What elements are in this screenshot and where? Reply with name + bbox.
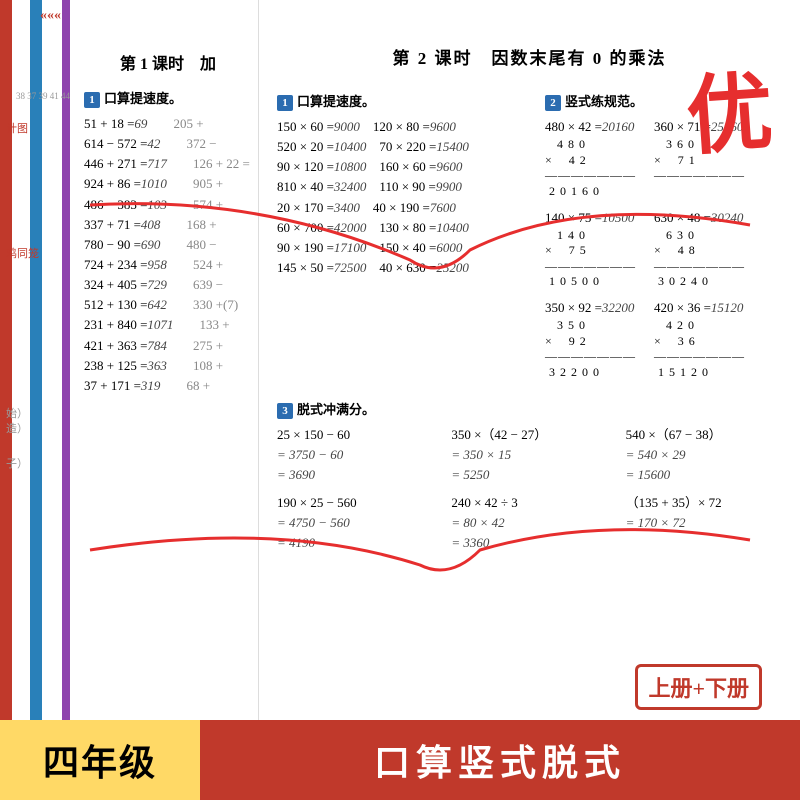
- vertical-pair: 140 × 75 =10500 1 4 0 × 7 5 ——————— 1 0 …: [545, 208, 782, 291]
- calc-row: 324 + 405 =729 639 −: [84, 275, 252, 295]
- vertical-pair: 350 × 92 =32200 3 5 0 × 9 2 ——————— 3 2 …: [545, 298, 782, 381]
- grade-stamp: 优: [682, 41, 777, 172]
- vertical-calc: 480 × 42 =20160 4 8 0 × 4 2 ——————— 2 0 …: [545, 117, 636, 200]
- vertical-calc: 420 × 36 =15120 4 2 0 × 3 6 ——————— 1 5 …: [654, 298, 745, 381]
- calc-row: 421 + 363 =784 275 +: [84, 336, 252, 356]
- badge-2: 2: [545, 95, 561, 111]
- side-text-5: 子）: [6, 455, 28, 471]
- left-page: 第 1 课时 加 1口算提速度。 51 + 18 =69 205 +614 − …: [72, 0, 258, 720]
- vertical-calc: 140 × 75 =10500 1 4 0 × 7 5 ——————— 1 0 …: [545, 208, 636, 291]
- calc-row: 231 + 840 =1071 133 +: [84, 315, 252, 335]
- calc-row: 20 × 170 =3400 40 × 190 =7600: [277, 198, 535, 218]
- volume-badge: 上册+下册: [635, 664, 762, 710]
- calc-row: 90 × 120 =10800 160 × 60 =9600: [277, 157, 535, 177]
- vertical-calc: 350 × 92 =32200 3 5 0 × 9 2 ——————— 3 2 …: [545, 298, 636, 381]
- tuoshi-col: 25 × 150 − 60= 3750 − 60= 3690: [277, 425, 433, 485]
- tuoshi-col: （135 + 35）× 72= 170 × 72: [626, 493, 782, 553]
- calc-row: 614 − 572 =42 372 −: [84, 134, 252, 154]
- calc-row: 90 × 190 =17100 150 × 40 =6000: [277, 238, 535, 258]
- side-text-2: 鸡同笼: [6, 245, 39, 261]
- bottom-bar: 四年级 口算竖式脱式: [0, 720, 800, 800]
- page1-title: 第 1 课时 加: [84, 50, 252, 74]
- side-text-1: 计图: [6, 120, 28, 136]
- side-text-3: 始）: [6, 405, 28, 421]
- calc-row: 337 + 71 =408 168 +: [84, 215, 252, 235]
- ruler-marks: 38 37 39 41 44: [16, 80, 70, 112]
- calc-row: 724 + 234 =958 524 +: [84, 255, 252, 275]
- tuoshi-col: 540 ×（67 − 38）= 540 × 29= 15600: [626, 425, 782, 485]
- calc-row: 238 + 125 =363 108 +: [84, 356, 252, 376]
- calc-row: 60 × 700 =42000 130 × 80 =10400: [277, 218, 535, 238]
- badge-3: 3: [277, 403, 293, 419]
- grade-label: 四年级: [0, 720, 200, 800]
- tuoshi-col: 350 ×（42 − 27）= 350 × 15= 5250: [451, 425, 607, 485]
- calc-row: 780 − 90 =690 480 −: [84, 235, 252, 255]
- page1-section: 1口算提速度。: [84, 88, 252, 108]
- page2-s1: 1口算提速度。: [277, 91, 535, 111]
- side-text-4: 造）: [6, 420, 28, 436]
- calc-row: 37 + 171 =319 68 +: [84, 376, 252, 396]
- page2-s3: 3脱式冲满分。: [277, 399, 782, 419]
- calc-row: 520 × 20 =10400 70 × 220 =15400: [277, 137, 535, 157]
- badge-1b: 1: [277, 95, 293, 111]
- tuoshi-col: 190 × 25 − 560= 4750 − 560= 4190: [277, 493, 433, 553]
- calc-row: 924 + 86 =1010 905 +: [84, 174, 252, 194]
- main-label: 口算竖式脱式: [200, 720, 800, 800]
- calc-row: 486 − 383 =103 574 +: [84, 195, 252, 215]
- arrow-red-1: «««: [40, 8, 61, 24]
- calc-row: 810 × 40 =32400 110 × 90 =9900: [277, 177, 535, 197]
- spine-red: [0, 0, 12, 720]
- calc-row: 150 × 60 =9000 120 × 80 =9600: [277, 117, 535, 137]
- vertical-calc: 630 × 48 =30240 6 3 0 × 4 8 ——————— 3 0 …: [654, 208, 745, 291]
- calc-row: 512 + 130 =642 330 +(7): [84, 295, 252, 315]
- calc-row: 145 × 50 =72500 40 × 630 =25200: [277, 258, 535, 278]
- calc-row: 446 + 271 =717 126 + 22 =: [84, 154, 252, 174]
- tuoshi-col: 240 × 42 ÷ 3= 80 × 42= 3360: [451, 493, 607, 553]
- calc-row: 51 + 18 =69 205 +: [84, 114, 252, 134]
- badge-1: 1: [84, 92, 100, 108]
